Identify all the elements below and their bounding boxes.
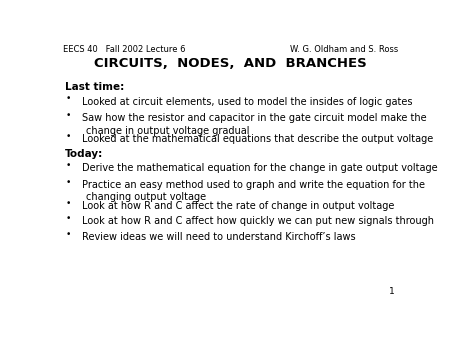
- Text: •: •: [66, 198, 71, 208]
- Text: W. G. Oldham and S. Ross: W. G. Oldham and S. Ross: [290, 45, 398, 54]
- Text: •: •: [66, 230, 71, 239]
- Text: change in output voltage gradual: change in output voltage gradual: [86, 126, 249, 136]
- Text: Looked at circuit elements, used to model the insides of logic gates: Looked at circuit elements, used to mode…: [82, 97, 413, 106]
- Text: Practice an easy method used to graph and write the equation for the: Practice an easy method used to graph an…: [82, 180, 425, 190]
- Text: Derive the mathematical equation for the change in gate output voltage: Derive the mathematical equation for the…: [82, 163, 438, 173]
- Text: CIRCUITS,  NODES,  AND  BRANCHES: CIRCUITS, NODES, AND BRANCHES: [94, 57, 367, 71]
- Text: •: •: [66, 132, 71, 141]
- Text: Saw how the resistor and capacitor in the gate circuit model make the: Saw how the resistor and capacitor in th…: [82, 114, 427, 123]
- Text: Look at how R and C affect the rate of change in output voltage: Look at how R and C affect the rate of c…: [82, 201, 395, 211]
- Text: Today:: Today:: [65, 149, 103, 159]
- Text: Looked at the mathematical equations that describe the output voltage: Looked at the mathematical equations tha…: [82, 134, 434, 144]
- Text: Look at how R and C affect how quickly we can put new signals through: Look at how R and C affect how quickly w…: [82, 216, 434, 226]
- Text: •: •: [66, 94, 71, 103]
- Text: •: •: [66, 161, 71, 170]
- Text: Review ideas we will need to understand Kirchoff’s laws: Review ideas we will need to understand …: [82, 232, 356, 242]
- Text: Last time:: Last time:: [65, 82, 124, 92]
- Text: •: •: [66, 178, 71, 187]
- Text: •: •: [66, 214, 71, 223]
- Text: EECS 40   Fall 2002 Lecture 6: EECS 40 Fall 2002 Lecture 6: [63, 45, 186, 54]
- Text: •: •: [66, 111, 71, 120]
- Text: changing output voltage: changing output voltage: [86, 192, 206, 202]
- Text: 1: 1: [389, 287, 395, 296]
